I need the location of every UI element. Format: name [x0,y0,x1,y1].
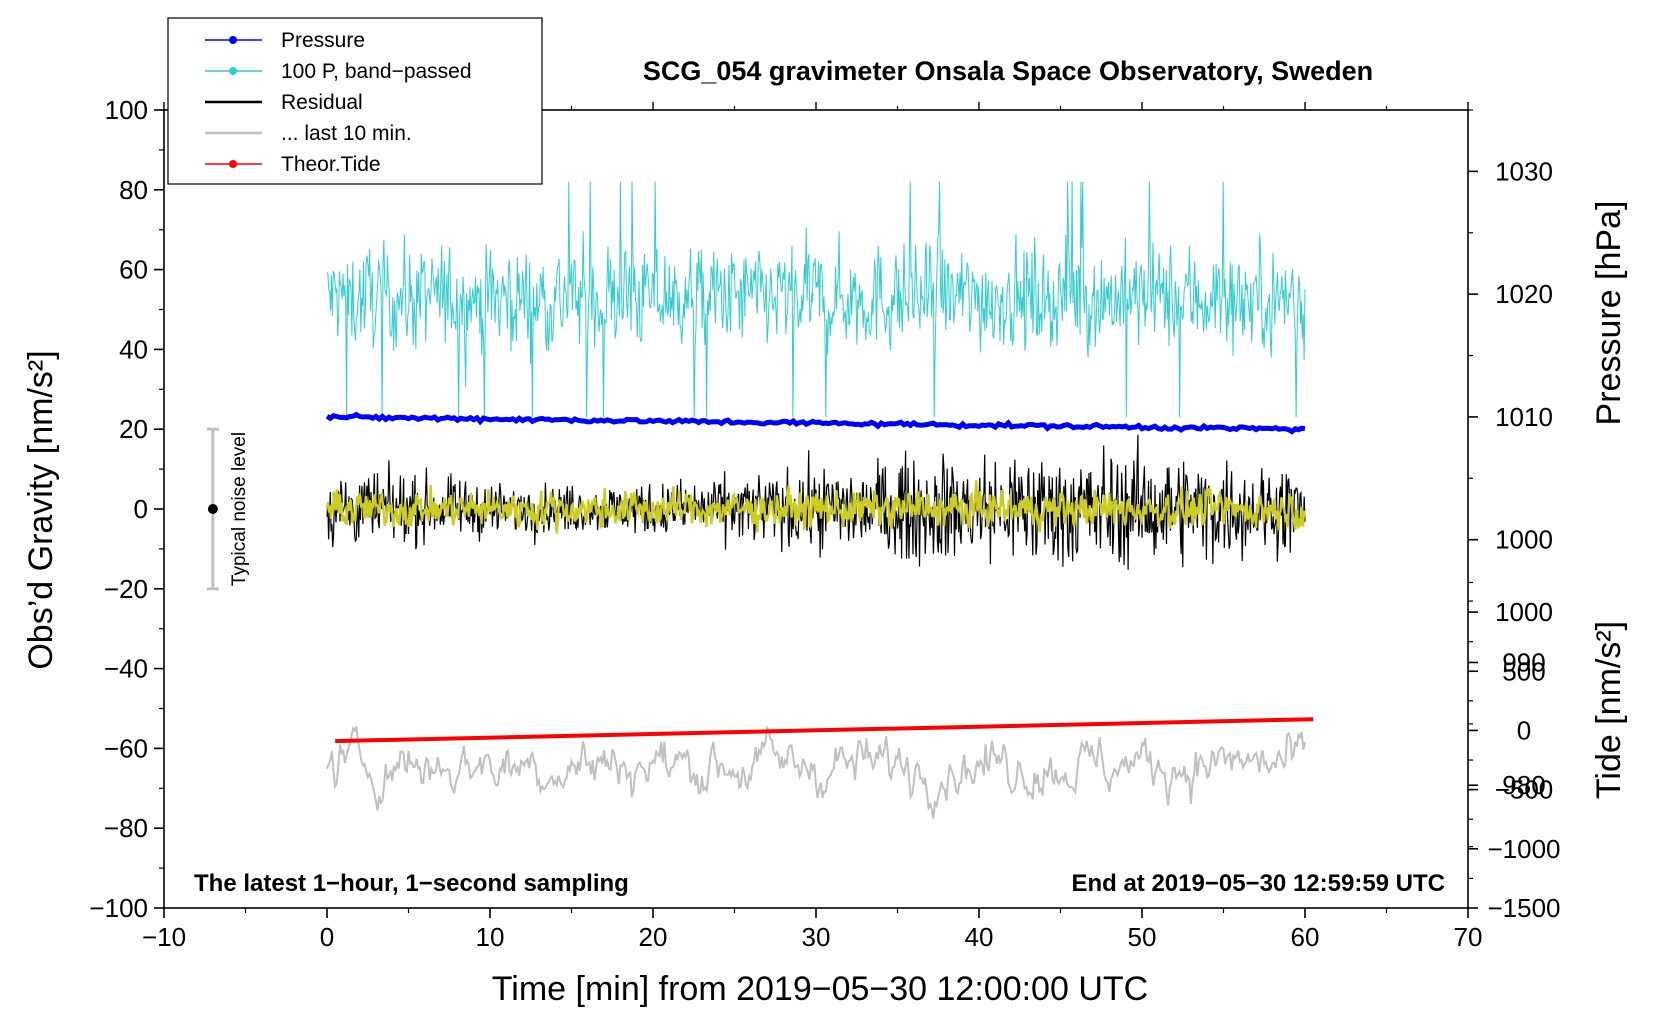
tide-tick-label: 1000 [1495,597,1553,627]
x-tick-label: 10 [476,922,505,952]
x-tick-label: −10 [142,922,186,952]
legend-label: Theor.Tide [281,153,381,176]
series-line-residual [326,434,1306,570]
legend-label: Residual [281,91,363,114]
tide-tick-label: 500 [1502,656,1545,686]
end-time-note: End at 2019−05−30 12:59:59 UTC [1071,870,1445,897]
legend-swatch-marker [229,160,237,168]
y-axis-title-pressure: Pressure [hPa] [1590,201,1628,426]
y-axis-pressure: 980 990 1000 1010 1020 1030 [1468,109,1553,848]
x-tick-label: 50 [1128,922,1157,952]
tide-tick-label: −1000 [1487,834,1560,864]
x-tick-label: 60 [1291,922,1320,952]
y-tick-label: −40 [104,654,148,684]
series-line-residual-smoothed [325,480,1307,534]
pressure-tick-label: 990 [1502,647,1545,677]
x-tick-label: 40 [965,922,994,952]
series-line-bandpassed-pressure [326,181,1306,418]
pressure-tick-label: 1010 [1495,402,1553,432]
legend-label: 100 P, band−passed [281,60,472,83]
legend-label: Pressure [281,29,365,52]
tide-tick-label: −500 [1495,775,1554,805]
y-tick-label: 20 [119,414,148,444]
tide-tick-label: 0 [1517,715,1531,745]
x-axis-title: Time [min] from 2019−05−30 12:00:00 UTC [492,970,1148,1008]
series-line-last-10-min [326,725,1306,819]
y-tick-label: 80 [119,175,148,205]
series-line-theoretical-tide [335,717,1314,744]
y-tick-label: −60 [104,733,148,763]
series-line-pressure [325,411,1306,435]
y-axis-title-left: Obs’d Gravity [nm/s²] [22,350,60,669]
noise-label: Typical noise level [229,432,250,586]
y-axis-title-tide: Tide [nm/s²] [1590,621,1628,799]
legend-label: ... last 10 min. [281,122,412,145]
x-tick-label: 30 [802,922,831,952]
legend-swatch-marker [229,67,237,75]
y-tick-label: −80 [104,813,148,843]
pressure-tick-label: 980 [1502,770,1545,800]
legend-item: Residual [205,91,363,114]
y-tick-label: 100 [105,95,148,125]
y-axis-tide: −1500 −1000 −500 0 500 1000 [1468,581,1561,923]
noise-center-dot [207,504,218,514]
noise-indicator: Typical noise level [206,427,250,591]
legend-item: 100 P, band−passed [205,60,472,83]
legend-swatch-marker [229,36,237,44]
legend-item: Theor.Tide [205,153,381,176]
sampling-note: The latest 1−hour, 1−second sampling [194,870,629,897]
y-tick-label: 60 [119,255,148,285]
y-tick-label: 40 [119,334,148,364]
chart-title: SCG_054 gravimeter Onsala Space Observat… [643,56,1373,86]
x-tick-label: 70 [1454,922,1483,952]
legend-item: ... last 10 min. [205,122,412,145]
pressure-tick-label: 1000 [1495,525,1553,555]
tide-tick-label: −1500 [1487,893,1560,923]
series-layer [325,181,1314,819]
y-tick-label: −100 [89,893,148,923]
x-axis: −10 0 10 20 30 40 50 60 70 [142,102,1483,952]
y-axis-left: −100 −80 −60 −40 −20 0 20 40 60 80 100 [89,95,164,923]
y-tick-label: 0 [134,494,148,524]
pressure-tick-label: 1020 [1495,279,1553,309]
pressure-tick-label: 1030 [1495,156,1553,186]
legend: Pressure 100 P, band−passed Residual ... la… [167,17,543,185]
legend-item: Pressure [205,29,365,52]
y-tick-label: −20 [104,574,148,604]
x-tick-label: 0 [320,922,334,952]
x-tick-label: 20 [639,922,668,952]
